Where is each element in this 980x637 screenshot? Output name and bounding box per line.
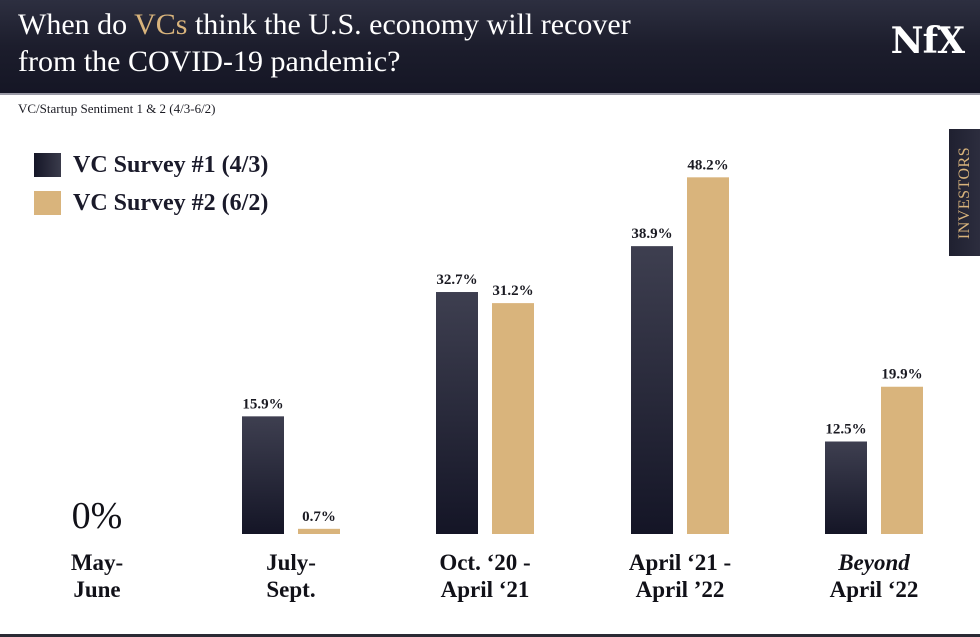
category-label-line2: April ’22 <box>636 577 725 602</box>
data-label-series-1: 38.9% <box>631 226 672 242</box>
title-highlight: VCs <box>134 8 188 41</box>
nfx-logo: NfX <box>890 20 965 62</box>
legend-swatch-survey-1 <box>34 153 61 177</box>
title-part-2: think the U.S. economy will recover <box>187 8 631 41</box>
title-line-2: from the COVID-19 pandemic? <box>18 45 401 78</box>
data-label-series-2: 0.7% <box>302 509 336 525</box>
legend-item-survey-2: VC Survey #2 (6/2) <box>34 184 268 222</box>
category-label-line2: Sept. <box>266 577 315 602</box>
category-label-line1: May- <box>71 550 123 575</box>
title-part-1: When do <box>18 8 135 41</box>
header-banner: When do VCs think the U.S. economy will … <box>0 0 980 95</box>
bottom-border <box>0 634 980 637</box>
category-label-line2: June <box>73 577 120 602</box>
investors-side-tab: INVESTORS <box>949 129 980 256</box>
bar-series-1 <box>436 292 478 534</box>
bar-series-2 <box>687 177 729 534</box>
category-label-line2: April ‘21 <box>441 577 530 602</box>
legend-swatch-survey-2 <box>34 191 61 215</box>
bar-series-1 <box>242 416 284 534</box>
category-label-line2: April ‘22 <box>830 577 919 602</box>
data-label-series-1: 15.9% <box>242 396 283 412</box>
page-title: When do VCs think the U.S. economy will … <box>18 6 818 80</box>
data-label-series-1: 12.5% <box>825 422 866 438</box>
category-label-line1: Beyond <box>837 550 910 575</box>
bar-series-1 <box>825 441 867 534</box>
chart-subtitle: VC/Startup Sentiment 1 & 2 (4/3-6/2) <box>18 101 216 116</box>
category-label-line1: July- <box>266 550 316 575</box>
bar-series-2 <box>881 386 923 534</box>
category-label-line1: April ‘21 - <box>629 550 731 575</box>
legend-item-survey-1: VC Survey #1 (4/3) <box>34 146 268 184</box>
data-label-series-2: 31.2% <box>492 283 533 299</box>
bar-series-2 <box>492 303 534 534</box>
zero-value-label: 0% <box>72 495 123 537</box>
data-label-series-2: 19.9% <box>881 367 922 383</box>
bar-series-1 <box>631 246 673 534</box>
legend-label-survey-1: VC Survey #1 (4/3) <box>73 151 269 178</box>
data-label-series-2: 48.2% <box>687 157 728 173</box>
category-label-line1: Oct. ‘20 - <box>439 550 530 575</box>
legend: VC Survey #1 (4/3) VC Survey #2 (6/2) <box>34 146 268 222</box>
bar-series-2 <box>298 528 340 534</box>
data-label-series-1: 32.7% <box>436 272 477 288</box>
legend-label-survey-2: VC Survey #2 (6/2) <box>73 189 269 216</box>
